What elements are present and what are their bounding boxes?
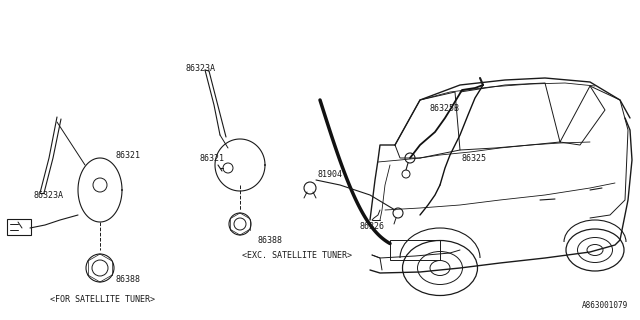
Text: <FOR SATELLITE TUNER>: <FOR SATELLITE TUNER> <box>50 295 155 305</box>
Text: 86325: 86325 <box>462 154 487 163</box>
Text: <EXC. SATELLITE TUNER>: <EXC. SATELLITE TUNER> <box>242 252 352 260</box>
Text: 81904: 81904 <box>318 170 343 179</box>
Text: 86388: 86388 <box>115 276 140 284</box>
Text: 86325B: 86325B <box>430 103 460 113</box>
Text: 86323A: 86323A <box>185 63 215 73</box>
Text: 86321: 86321 <box>200 154 225 163</box>
Text: 86321: 86321 <box>115 150 140 159</box>
Text: A863001079: A863001079 <box>582 301 628 310</box>
Text: 86388: 86388 <box>258 236 283 244</box>
Text: 86323A: 86323A <box>33 190 63 199</box>
Text: 86326: 86326 <box>360 221 385 230</box>
